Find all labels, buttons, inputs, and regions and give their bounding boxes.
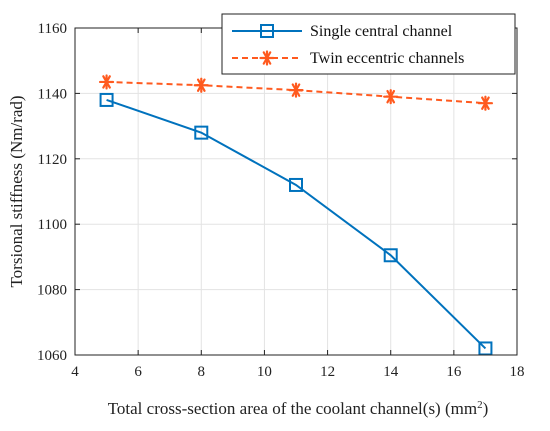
x-tick-label: 10 (257, 364, 272, 380)
legend-marker (260, 24, 274, 38)
data-point (194, 125, 209, 140)
x-tick-label: 14 (383, 364, 399, 380)
data-point (289, 177, 303, 192)
y-tick-label: 1140 (38, 86, 67, 102)
data-point (383, 248, 398, 263)
y-axis-title: Torsional stiffness (Nm/rad) (7, 95, 26, 287)
legend-label: Twin eccentric channels (310, 50, 464, 67)
series-line-2 (106, 80, 486, 105)
x-axis-title: Total cross-section area of the coolant … (108, 399, 489, 418)
y-tick-label: 1120 (38, 152, 67, 168)
y-tick-label: 1100 (38, 217, 67, 233)
data-point (383, 89, 399, 105)
data-point (193, 77, 209, 93)
x-tick-label: 6 (134, 364, 142, 380)
data-point (98, 74, 115, 90)
y-tick-label: 1060 (37, 348, 67, 364)
x-tick-label: 8 (198, 364, 206, 380)
data-point (288, 82, 304, 98)
y-tick-label: 1160 (38, 21, 67, 37)
axes: 4 6 8 10 12 14 16 18 1060 1080 1100 1120 1140 1160 (37, 21, 525, 380)
legend-marker (259, 50, 275, 66)
x-tick-label: 18 (510, 364, 525, 380)
y-tick-label: 1080 (37, 283, 67, 299)
data-point (477, 95, 494, 111)
data-point (99, 92, 114, 107)
x-axis-title-superscript: 2 (477, 399, 483, 411)
x-axis-title-suffix: ) (483, 399, 489, 418)
series-line-1 (106, 98, 487, 350)
x-tick-label: 4 (71, 364, 79, 380)
x-tick-label: 12 (320, 364, 335, 380)
x-tick-label: 16 (446, 364, 462, 380)
x-axis-title-main: Total cross-section area of the coolant … (108, 399, 477, 418)
legend-label: Single central channel (310, 23, 453, 40)
legend: Single central channel Twin eccentric cha… (221, 13, 516, 75)
data-point (478, 341, 493, 356)
series-layer (98, 74, 494, 356)
